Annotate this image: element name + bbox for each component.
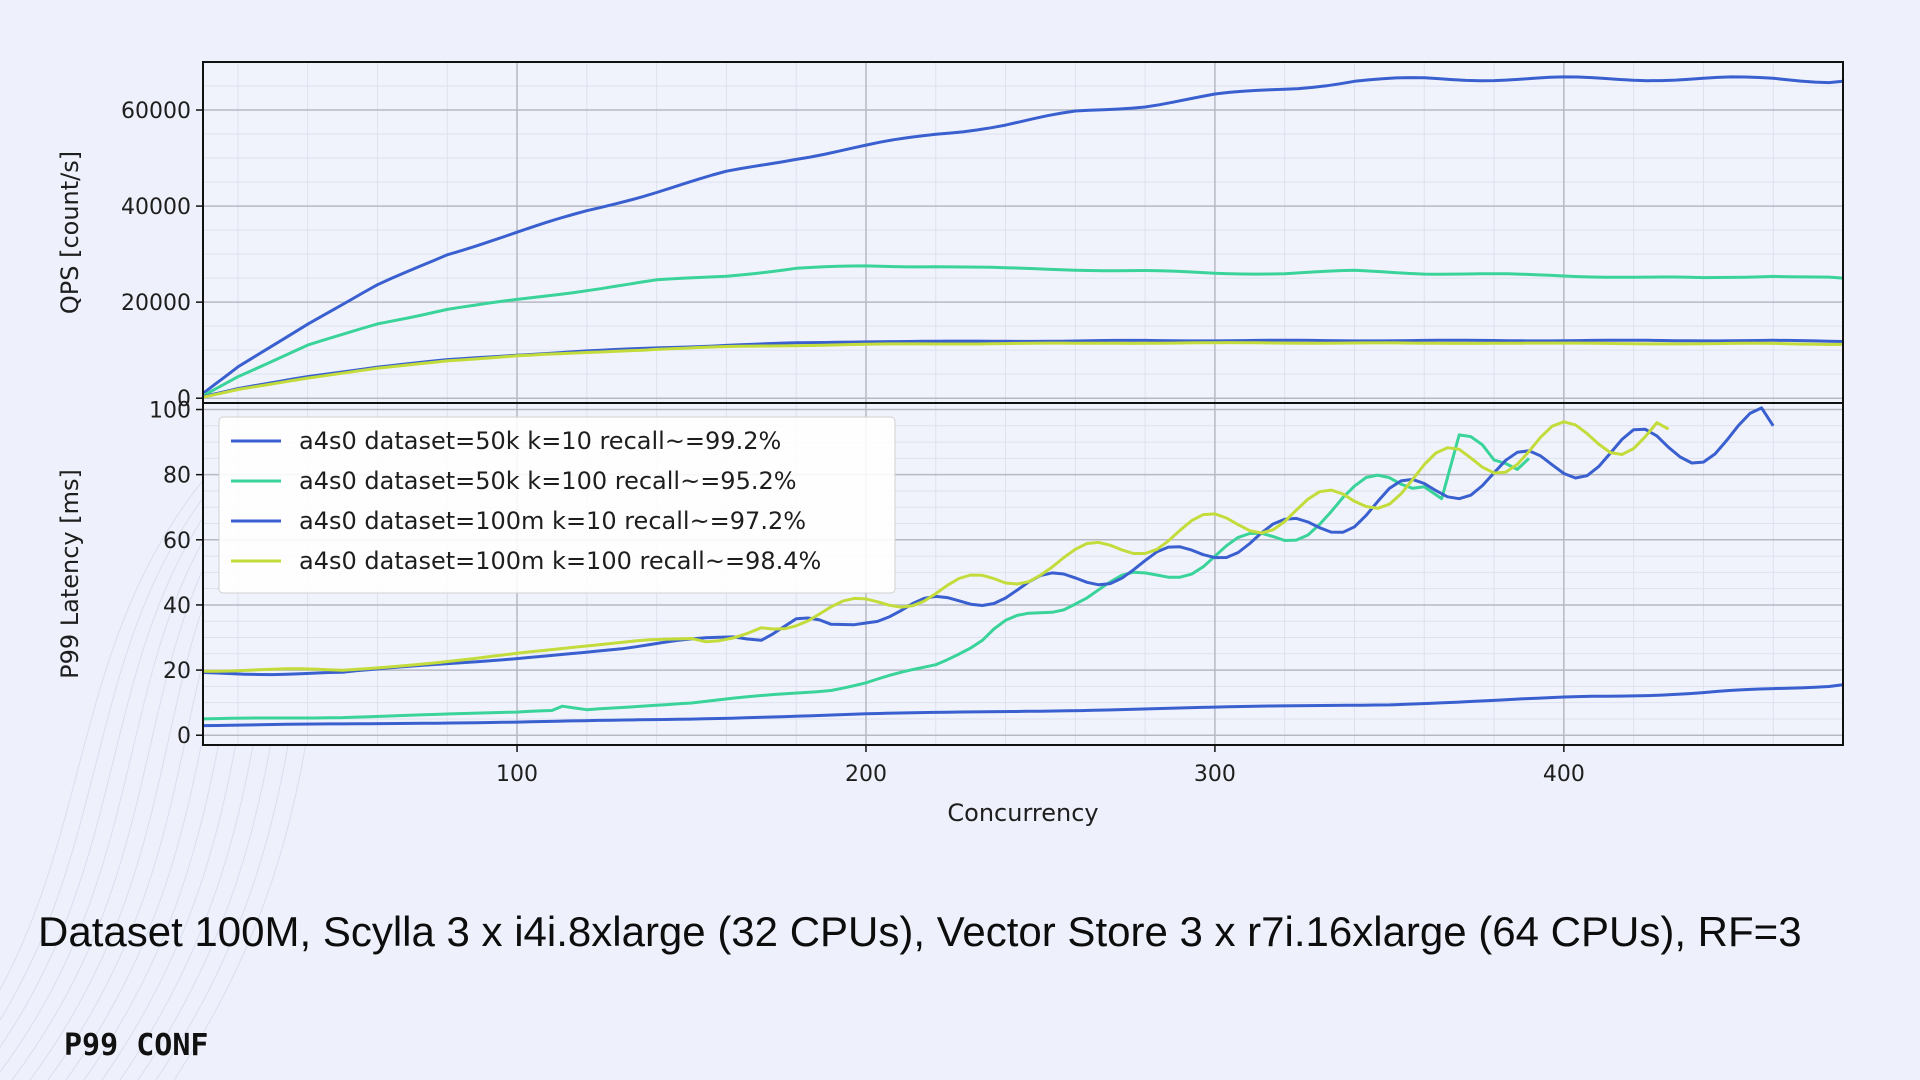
y-tick-label: 0 [177,724,191,749]
qps-chart: 0 20000 40000 60000 QPS [count/s] [56,61,1844,412]
legend-entry: a4s0 dataset=100m k=100 recall~=98.4% [299,547,821,575]
legend-entry: a4s0 dataset=50k k=10 recall~=99.2% [299,427,781,455]
series-line-1 [202,264,1844,398]
y-tick-label: 80 [163,464,191,489]
latency-chart: 0 20 40 60 80 100 100 200 300 400 P99 Latency [ms]… [56,399,1844,827]
plot-frame [202,402,1844,746]
y-tick-label: 40 [163,594,191,619]
legend-box [218,416,896,594]
series-line-0 [202,683,1844,728]
legend-entry: a4s0 dataset=50k k=100 recall~=95.2% [299,467,797,495]
background-wave-line [0,413,281,1021]
series-line-0 [202,75,1844,395]
x-tick-label: 400 [1543,762,1585,787]
y-tick-label: 40000 [121,195,191,220]
x-axis-title: Concurrency [947,799,1098,827]
y-tick-label: 20000 [121,291,191,316]
y-tick-label: 100 [149,399,191,424]
x-tick-label: 100 [496,762,538,787]
stacked-line-charts: 0 20000 40000 60000 QPS [count/s] 0 20 40 60 80 10… [56,61,1844,827]
series-line-3 [202,341,1844,399]
background-wave-line [0,419,261,991]
series-line-3 [203,420,1670,673]
y-tick-label: 0 [177,387,191,412]
legend-entry: a4s0 dataset=100m k=10 recall~=97.2% [299,507,806,535]
plot-area [203,62,1843,403]
y-tick-label: 60000 [121,99,191,124]
x-tick-label: 200 [845,762,887,787]
y-tick-label: 60 [163,529,191,554]
y-axis-title: P99 Latency [ms] [56,469,84,679]
brand-logo: P99 CONF [64,1028,209,1063]
y-tick-label: 20 [163,659,191,684]
legend: a4s0 dataset=50k k=10 recall~=99.2% a4s0 … [218,416,896,594]
slide-caption: Dataset 100M, Scylla 3 x i4i.8xlarge (32… [38,908,1802,955]
series-line-1 [202,433,1531,721]
x-tick-label: 300 [1194,762,1236,787]
y-axis-title: QPS [count/s] [56,151,84,314]
